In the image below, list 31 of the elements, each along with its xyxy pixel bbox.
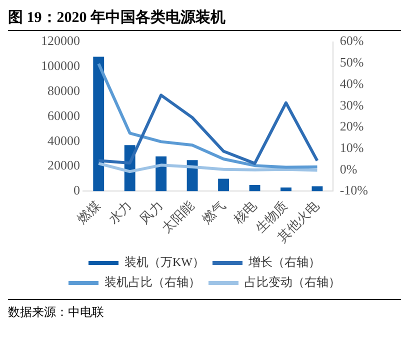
y-tick-label: 120000: [41, 33, 80, 48]
bar: [93, 56, 104, 192]
bar: [312, 186, 323, 192]
x-tick-label: 燃煤: [74, 198, 104, 227]
legend-label: 增长（右轴）: [247, 255, 320, 270]
chart-title: 图 19：2020 年中国各类电源装机: [8, 8, 401, 31]
y2-tick-label: 0%: [340, 161, 358, 176]
y-tick-label: 100000: [41, 58, 80, 74]
y-tick-label: 0: [74, 182, 80, 198]
x-tick-label: 水力: [105, 198, 134, 227]
bar: [249, 184, 260, 192]
y2-tick-label: 40%: [340, 76, 364, 91]
y2-tick-label: 50%: [340, 54, 364, 70]
y2-tick-label: 30%: [340, 97, 364, 112]
y2-tick-label: 60%: [340, 33, 364, 48]
bar: [156, 156, 167, 192]
legend-label: 占比变动（右轴）: [244, 275, 340, 290]
y2-tick-label: -10%: [340, 182, 368, 198]
y-tick-label: 20000: [48, 158, 80, 173]
legend-label: 装机占比（右轴）: [104, 275, 200, 290]
bar: [186, 160, 198, 192]
bar: [280, 187, 292, 192]
bar: [218, 178, 229, 192]
legend-label: 装机（万KW）: [124, 255, 205, 270]
y-tick-label: 80000: [48, 83, 80, 98]
y2-tick-label: 10%: [340, 140, 364, 155]
y-tick-label: 60000: [48, 108, 80, 123]
x-tick-label: 燃气: [199, 198, 228, 227]
y2-tick-label: 20%: [340, 118, 364, 134]
source-note: 数据来源：中电联: [8, 304, 105, 321]
y-tick-label: 40000: [48, 132, 80, 148]
